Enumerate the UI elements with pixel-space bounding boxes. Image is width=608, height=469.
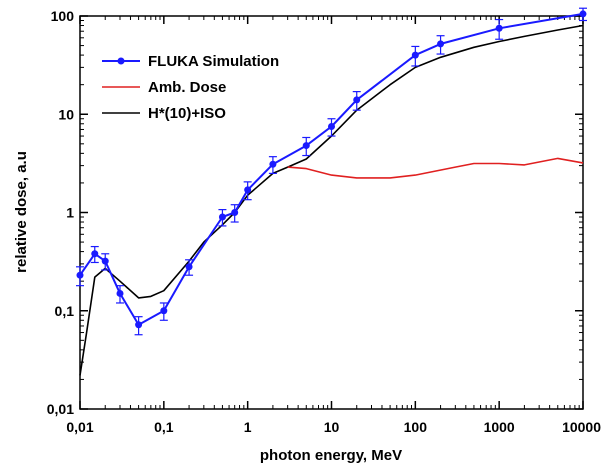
x-axis-title: photon energy, MeV bbox=[260, 447, 402, 464]
data-point bbox=[495, 24, 503, 32]
series-layer bbox=[76, 7, 587, 376]
series-line-1 bbox=[287, 157, 584, 179]
data-point bbox=[328, 123, 335, 131]
plot-area bbox=[79, 15, 584, 410]
data-point bbox=[135, 321, 143, 329]
data-point bbox=[76, 271, 84, 279]
data-point bbox=[231, 209, 239, 216]
data-point bbox=[218, 213, 226, 221]
data-point bbox=[244, 186, 252, 194]
x-tick-label: 0,01 bbox=[66, 419, 93, 435]
legend-label-h10-iso: H*(10)+ISO bbox=[148, 105, 226, 122]
legend-marker-fluka bbox=[117, 57, 125, 65]
y-tick-label: 1 bbox=[66, 205, 74, 221]
data-point bbox=[302, 142, 310, 150]
data-point bbox=[437, 40, 445, 48]
data-point bbox=[353, 96, 361, 104]
series-line-2 bbox=[79, 24, 584, 376]
legend-label-fluka: FLUKA Simulation bbox=[148, 53, 279, 70]
y-tick-label: 100 bbox=[51, 8, 75, 24]
data-point bbox=[269, 160, 277, 168]
data-point bbox=[91, 250, 99, 258]
y-tick-label: 0,01 bbox=[47, 401, 74, 417]
x-tick-label: 100 bbox=[404, 419, 428, 435]
data-point bbox=[411, 51, 419, 59]
data-point bbox=[185, 263, 193, 271]
series-line-0 bbox=[79, 12, 584, 326]
y-tick-label: 0,1 bbox=[55, 303, 75, 319]
legend-label-amb-dose: Amb. Dose bbox=[148, 79, 226, 96]
data-point bbox=[579, 10, 587, 18]
x-tick-label: 10000 bbox=[562, 419, 601, 435]
x-tick-label: 1000 bbox=[484, 419, 515, 435]
legend: FLUKA Simulation Amb. Dose H*(10)+ISO bbox=[102, 53, 279, 122]
x-tick-label: 1 bbox=[244, 419, 252, 435]
axes: 0,01 0,1 1 10 100 1000 10000 0,01 0,1 1 10 100 bbox=[47, 8, 601, 435]
x-tick-label: 0,1 bbox=[154, 419, 174, 435]
x-tick-label: 10 bbox=[324, 419, 340, 435]
data-point bbox=[101, 257, 109, 265]
data-point bbox=[116, 289, 124, 297]
data-point bbox=[160, 307, 168, 315]
y-axis-title: relative dose, a.u bbox=[13, 151, 30, 273]
y-tick-label: 10 bbox=[58, 106, 74, 122]
